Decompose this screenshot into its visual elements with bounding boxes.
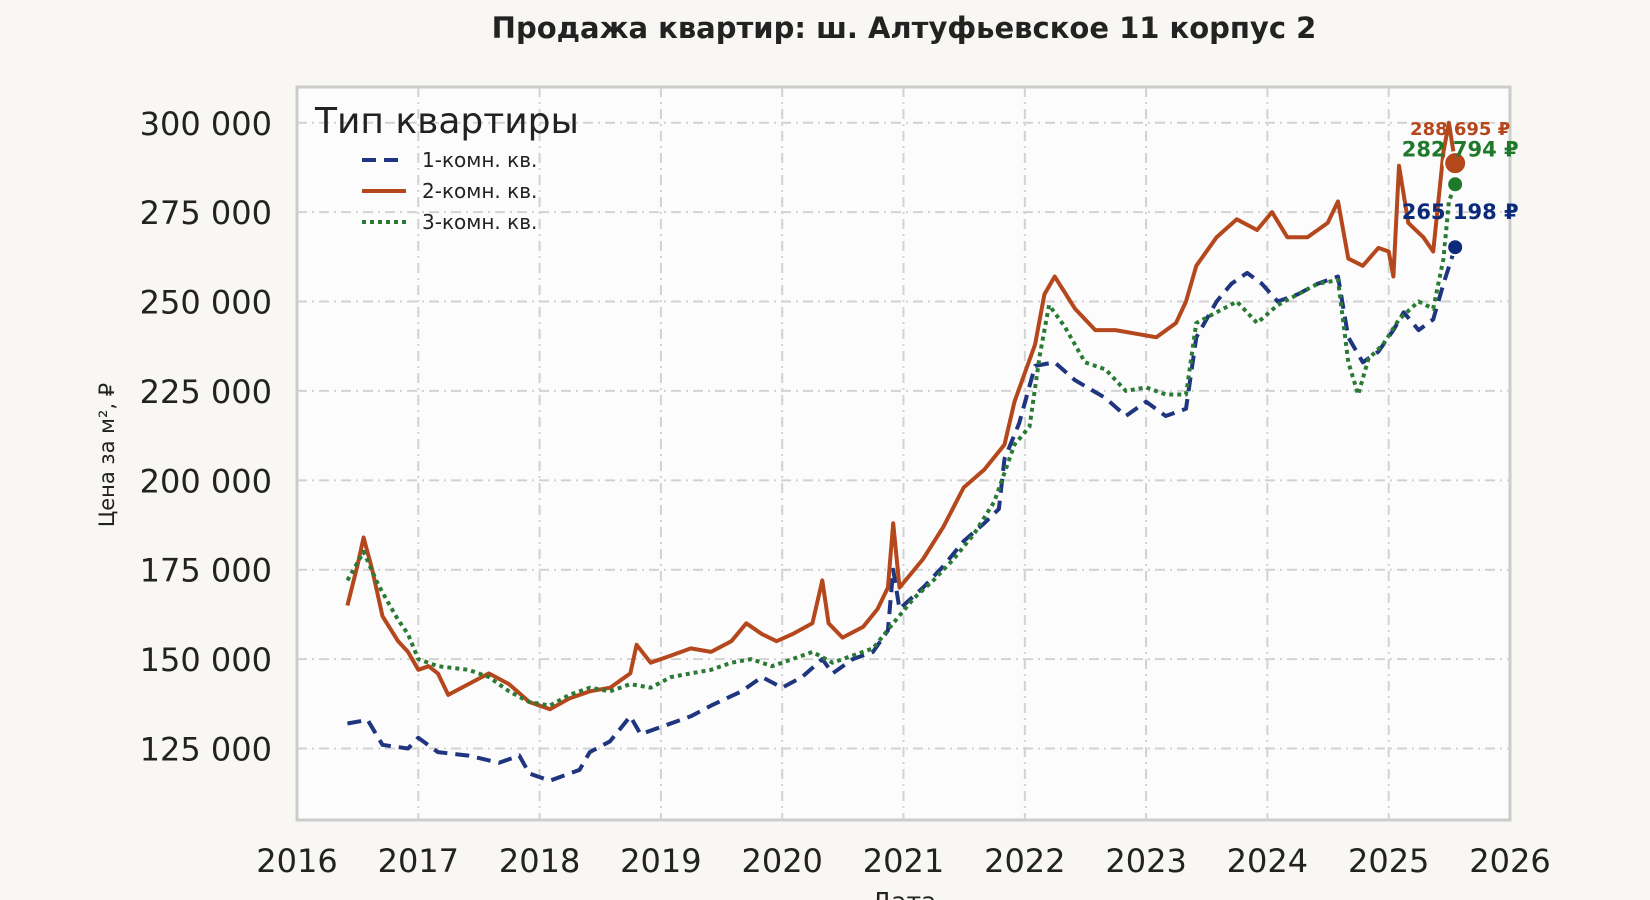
x-tick-label: 2019: [620, 842, 701, 880]
x-tick-label: 2020: [741, 842, 822, 880]
x-tick-label: 2018: [499, 842, 580, 880]
legend-title: Тип квартиры: [314, 101, 579, 142]
y-tick-label: 200 000: [140, 462, 272, 500]
y-tick-label: 275 000: [140, 194, 272, 232]
last-point-marker: [1446, 175, 1465, 194]
y-tick-label: 150 000: [140, 641, 272, 679]
last-point-marker: [1443, 151, 1468, 176]
grid: [297, 87, 1510, 820]
x-tick-label: 2016: [256, 842, 337, 880]
y-tick-label: 250 000: [140, 284, 272, 322]
y-tick-label: 300 000: [140, 105, 272, 143]
y-tick-label: 125 000: [140, 730, 272, 768]
y-tick-label: 175 000: [140, 552, 272, 590]
x-tick-label: 2017: [378, 842, 459, 880]
x-tick-label: 2021: [863, 842, 944, 880]
last-value-label: 265 198 ₽: [1402, 200, 1519, 224]
x-tick-label: 2023: [1105, 842, 1186, 880]
y-tick-label: 225 000: [140, 373, 272, 411]
legend: Тип квартиры 1-комн. кв. 2-комн. кв. 3-ком…: [314, 101, 579, 234]
series-line-2: [345, 120, 1458, 712]
x-tick-label: 2022: [984, 842, 1065, 880]
legend-label: 2-комн. кв.: [422, 179, 537, 203]
last-value-label: 288 695 ₽: [1410, 119, 1510, 140]
x-tick-label: 2025: [1348, 842, 1429, 880]
chart-title: Продажа квартир: ш. Алтуфьевское 11 корп…: [492, 11, 1317, 45]
x-tick-label: 2026: [1469, 842, 1550, 880]
legend-items: 1-комн. кв. 2-комн. кв. 3-комн. кв.: [362, 148, 537, 234]
last-point-marker: [1446, 238, 1465, 257]
series-layer: [345, 120, 1458, 783]
x-tick-label: 2024: [1227, 842, 1308, 880]
legend-label: 1-комн. кв.: [422, 148, 537, 172]
x-axis-label: Дата: [872, 887, 937, 900]
last-value-label: 282 794 ₽: [1402, 137, 1519, 161]
last-value-markers: 265 198 ₽ 288 695 ₽282 794 ₽: [1402, 119, 1519, 257]
x-axis-tick-labels: 2016 2017 2018 2019 2020 2021 2022 2023 2024 2025…: [256, 842, 1550, 880]
legend-label: 3-комн. кв.: [422, 210, 537, 234]
y-axis-tick-labels: 125 000 150 000 175 000 200 000 225 000 250 0…: [140, 105, 272, 769]
y-axis-label: Цена за м², ₽: [95, 383, 119, 527]
